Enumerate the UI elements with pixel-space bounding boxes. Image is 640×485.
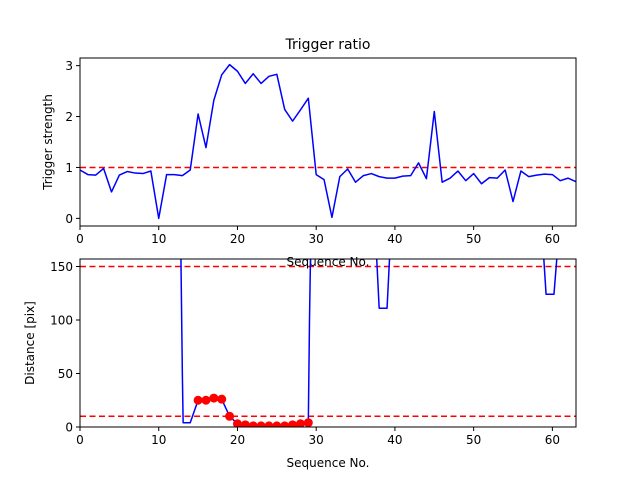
x-tick-label: 60 bbox=[545, 232, 560, 246]
y-tick-label: 50 bbox=[58, 367, 73, 381]
data-layer bbox=[80, 63, 576, 220]
chart-title: Trigger ratio bbox=[284, 37, 370, 53]
data-point bbox=[201, 395, 211, 405]
series-line bbox=[375, 259, 391, 309]
series-line bbox=[80, 63, 576, 220]
plot-area: 0 10 20 30 40 50 60 0 1 2 3 bbox=[65, 57, 577, 246]
y-axis-label: Trigger strength bbox=[41, 94, 55, 191]
series-line bbox=[543, 259, 558, 296]
x-tick-label: 40 bbox=[387, 433, 402, 447]
x-tick-label: 10 bbox=[151, 433, 166, 447]
y-tick-label: 1 bbox=[65, 161, 73, 175]
data-point bbox=[264, 421, 274, 427]
chart-distance: Distance [pix] Sequence No. 0 10 20 30 40 50 6… bbox=[23, 258, 577, 470]
data-point bbox=[256, 421, 266, 427]
x-tick-label: 30 bbox=[309, 232, 324, 246]
y-tick-label: 3 bbox=[65, 59, 73, 73]
x-tick-label: 10 bbox=[151, 232, 166, 246]
y-tick-label: 0 bbox=[65, 212, 73, 226]
axes-frame bbox=[79, 57, 577, 227]
x-tick-label: 0 bbox=[76, 232, 84, 246]
y-tick-label: 0 bbox=[65, 421, 73, 435]
x-tick-label: 50 bbox=[466, 433, 481, 447]
axes-frame bbox=[79, 258, 577, 428]
data-point bbox=[303, 418, 313, 427]
y-tick-label: 150 bbox=[50, 260, 73, 274]
x-tick-label: 50 bbox=[466, 232, 481, 246]
data-point bbox=[193, 395, 203, 405]
plot-area: 0 10 20 30 40 50 60 0 50 100 150 bbox=[50, 258, 577, 447]
data-point bbox=[288, 420, 298, 427]
chart-trigger-ratio: Trigger ratio Trigger strength Sequence … bbox=[41, 37, 577, 269]
x-tick-label: 30 bbox=[309, 433, 324, 447]
data-point bbox=[272, 421, 282, 427]
data-point bbox=[225, 411, 235, 421]
data-point bbox=[248, 421, 258, 427]
x-tick-label: 0 bbox=[76, 433, 84, 447]
data-point bbox=[232, 419, 242, 427]
data-point bbox=[295, 419, 305, 427]
data-point bbox=[209, 393, 219, 403]
x-axis-label: Sequence No. bbox=[287, 456, 370, 470]
data-point bbox=[217, 394, 227, 404]
x-tick-label: 20 bbox=[230, 232, 245, 246]
data-point bbox=[280, 421, 290, 427]
x-tick-label: 40 bbox=[387, 232, 402, 246]
x-tick-label: 20 bbox=[230, 433, 245, 447]
data-point bbox=[240, 420, 250, 427]
data-layer bbox=[80, 259, 576, 427]
y-tick-label: 2 bbox=[65, 110, 73, 124]
y-tick-label: 100 bbox=[50, 313, 73, 327]
y-axis-label: Distance [pix] bbox=[23, 301, 37, 385]
x-tick-label: 60 bbox=[545, 433, 560, 447]
